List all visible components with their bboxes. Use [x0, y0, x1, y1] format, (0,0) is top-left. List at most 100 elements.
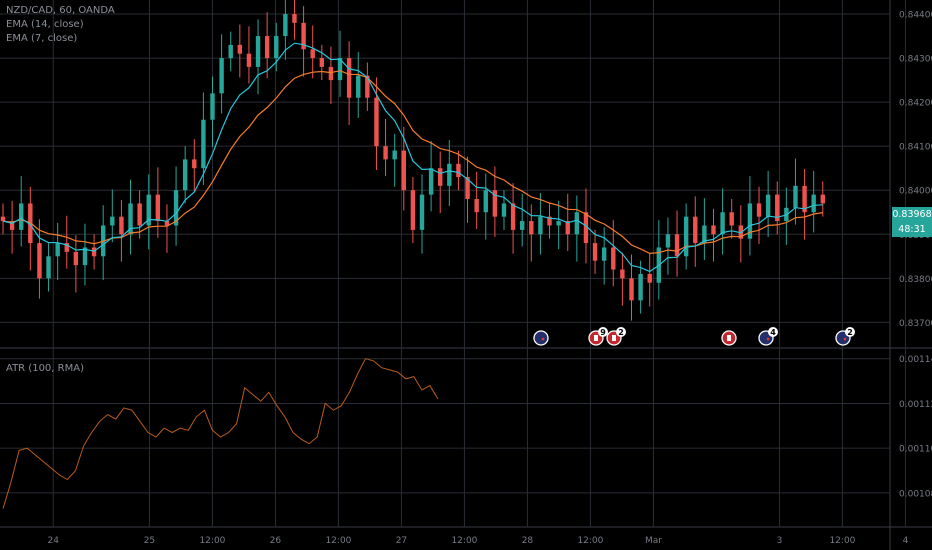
- candle-body: [310, 49, 315, 59]
- candle-body: [128, 203, 133, 235]
- candle-body: [110, 216, 115, 226]
- bar-countdown-badge: 48:31: [892, 222, 932, 237]
- candle-body: [264, 36, 270, 59]
- legend-ema-7[interactable]: EMA (7, close): [6, 33, 78, 44]
- candle-body: [192, 159, 197, 169]
- last-price-badge: 0.83968: [892, 207, 932, 222]
- candle-body: [519, 221, 525, 230]
- candle-body: [46, 256, 51, 279]
- candle-body: [237, 44, 243, 54]
- flag-star-icon: [541, 337, 545, 341]
- candle-body: [210, 93, 215, 120]
- candle-body: [456, 163, 461, 178]
- atr-series: [2, 358, 439, 509]
- ema-lines: [2, 42, 823, 273]
- time-tick-label: 12:00: [451, 536, 477, 546]
- candle-body: [182, 159, 188, 191]
- candle-body: [547, 216, 552, 226]
- candle-body: [219, 58, 224, 94]
- candle-body: [365, 75, 370, 98]
- time-tick-label: 12:00: [577, 536, 603, 546]
- event-count-badge: [768, 327, 778, 337]
- time-tick-label: 3: [777, 536, 783, 546]
- flag-star-icon: [766, 337, 770, 341]
- time-tick-label: 24: [48, 536, 60, 546]
- legend-block: NZD/CAD, 60, OANDA EMA (14, close) EMA (…: [6, 4, 115, 46]
- candle-body: [601, 247, 607, 261]
- candle-body: [228, 44, 233, 59]
- event-count-badge: [616, 327, 626, 337]
- event-count-badge: [845, 327, 855, 337]
- candle-body: [702, 225, 707, 244]
- candle-body: [611, 247, 616, 270]
- event-count-text: 9: [600, 328, 606, 337]
- candle-body: [374, 97, 379, 147]
- candle-body: [255, 36, 261, 67]
- candle-body: [765, 194, 771, 217]
- candle-body: [510, 203, 516, 230]
- ema-7-line: [2, 42, 823, 273]
- legend-ema-14[interactable]: EMA (14, close): [6, 19, 84, 30]
- candle-body: [802, 185, 807, 213]
- candle-body: [683, 216, 689, 257]
- candle-body: [9, 221, 15, 230]
- flag-leaf-icon: [612, 335, 616, 341]
- legend-atr[interactable]: ATR (100, RMA): [6, 363, 84, 374]
- candle-body: [629, 278, 634, 301]
- candle-body: [155, 194, 161, 222]
- candle-body: [337, 58, 343, 81]
- candle-body: [583, 212, 589, 244]
- time-tick-label: 25: [144, 536, 155, 546]
- atr-line: [2, 358, 439, 509]
- candle-body: [483, 190, 488, 213]
- time-axis[interactable]: 24 25 12:00 26 12:00 27 12:00 28 12:00 Mar 3 12:00 4: [48, 536, 909, 546]
- candle-body: [720, 212, 725, 235]
- candle-body: [283, 14, 288, 37]
- candle-body: [146, 194, 151, 226]
- candle-body: [438, 168, 443, 186]
- time-tick-label: 27: [396, 536, 407, 546]
- candle-body: [82, 247, 88, 266]
- candle-body: [447, 163, 452, 186]
- candle-body: [811, 194, 816, 213]
- candle-body: [201, 119, 206, 169]
- candle-body: [647, 273, 652, 283]
- candle-body: [711, 225, 716, 235]
- flag-star-icon: [843, 337, 847, 341]
- candle-body: [356, 75, 361, 98]
- candle-body: [64, 243, 69, 252]
- candle-body: [274, 36, 279, 59]
- atr-tick-label: 0.00108: [899, 489, 932, 499]
- candle-body: [492, 190, 498, 217]
- candle-body: [328, 66, 334, 81]
- candle-body: [19, 203, 24, 230]
- price-axis[interactable]: 0.845000.844000.843000.842000.841000.840…: [899, 0, 932, 500]
- candle-body: [474, 199, 479, 213]
- legend-symbol[interactable]: NZD/CAD, 60, OANDA: [6, 5, 115, 16]
- candle-body: [538, 216, 543, 235]
- candle-body: [119, 216, 124, 235]
- candle-body: [665, 234, 671, 248]
- candle-body: [565, 221, 570, 235]
- candle-body: [793, 185, 798, 208]
- candle-body: [419, 194, 425, 230]
- candle-body: [556, 221, 561, 226]
- candle-body: [91, 247, 97, 257]
- candle-body: [410, 190, 416, 230]
- economic-events-row[interactable]: 9 2 4 2: [533, 327, 855, 346]
- ema-14-line: [2, 70, 823, 255]
- candle-body: [37, 243, 42, 279]
- time-tick-label: 12:00: [829, 536, 855, 546]
- time-tick-label: 12:00: [325, 536, 351, 546]
- candle-body: [292, 14, 297, 23]
- candle-body: [319, 58, 325, 67]
- candle-body: [465, 177, 470, 200]
- time-tick-label: Mar: [645, 536, 662, 546]
- time-tick-label: 28: [522, 536, 534, 546]
